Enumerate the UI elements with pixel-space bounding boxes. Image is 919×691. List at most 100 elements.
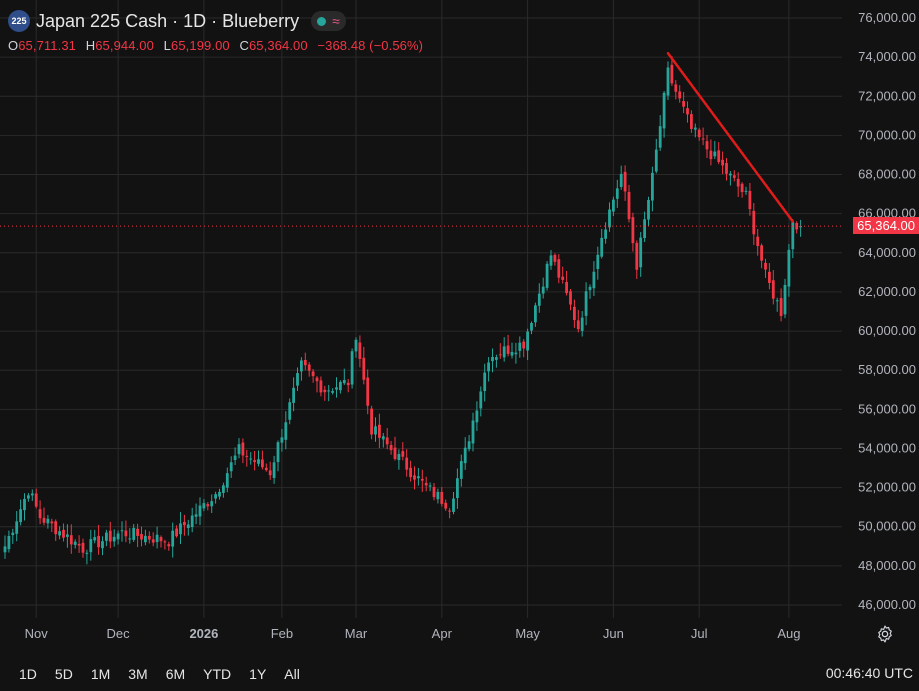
symbol-badge[interactable]: 225: [8, 10, 30, 32]
candle-body: [112, 536, 116, 542]
candle-body: [467, 441, 471, 450]
candle-body: [144, 535, 147, 543]
candle-body: [339, 382, 342, 391]
candle-body: [284, 422, 288, 440]
candle-body: [62, 529, 65, 538]
x-tick-label: Dec: [107, 626, 131, 641]
candle-body: [77, 543, 81, 546]
candle-body: [167, 544, 171, 547]
candle-body: [27, 495, 30, 499]
candle-body: [740, 183, 744, 193]
utc-clock[interactable]: 00:46:40 UTC: [825, 665, 913, 681]
candle-body: [268, 470, 272, 476]
candle-body: [73, 541, 77, 545]
candle-body: [69, 535, 73, 545]
candle-body: [132, 527, 136, 540]
candle-body: [300, 360, 303, 372]
candle-body: [190, 515, 194, 528]
range-1m-button[interactable]: 1M: [90, 665, 111, 682]
candle-body: [768, 271, 771, 283]
candle-body: [475, 410, 479, 423]
low-value: 65,199.00: [171, 38, 230, 53]
candle-body: [264, 467, 268, 471]
range-selector: 1D 5D 1M 3M 6M YTD 1Y All: [10, 662, 309, 686]
y-tick-label: 68,000.00: [858, 167, 916, 182]
candle-body: [514, 352, 518, 355]
candle-body: [389, 444, 393, 451]
candle-body: [210, 501, 214, 507]
candle-body: [576, 320, 580, 330]
range-1y-button[interactable]: 1Y: [249, 665, 267, 682]
x-tick-label: Mar: [345, 626, 368, 641]
candle-body: [448, 510, 451, 512]
candle-body: [198, 505, 202, 517]
range-ytd-button[interactable]: YTD: [203, 665, 232, 682]
candle-body: [128, 538, 132, 540]
range-6m-button[interactable]: 6M: [165, 665, 186, 682]
candle-body: [744, 190, 748, 192]
candle-body: [327, 390, 331, 392]
candle-body: [179, 523, 182, 535]
candle-body: [405, 457, 409, 470]
candle-body: [491, 356, 494, 362]
candle-body: [600, 237, 604, 257]
candle-body: [354, 339, 358, 352]
candle-body: [799, 226, 802, 228]
range-3m-button[interactable]: 3M: [128, 665, 148, 682]
candle-body: [452, 498, 455, 512]
open-value: 65,711.31: [18, 38, 76, 53]
candle-body: [444, 502, 448, 509]
candle-body: [651, 172, 654, 201]
range-1d-button[interactable]: 1D: [19, 665, 37, 682]
market-status-pill[interactable]: ≈: [311, 11, 346, 31]
chart-title[interactable]: Japan 225 Cash · 1D · Blueberry: [36, 10, 300, 31]
candle-body: [717, 150, 721, 163]
candle-body: [108, 530, 112, 542]
candle-body: [222, 485, 225, 493]
candle-body: [151, 539, 155, 543]
candle-body: [30, 493, 34, 496]
current-price-tag: 65,364.00: [853, 217, 919, 235]
candle-body: [709, 150, 713, 160]
close-label: C: [239, 38, 249, 53]
trendline-layer: [666, 51, 795, 223]
range-all-button[interactable]: All: [284, 665, 300, 682]
candle-body: [261, 459, 264, 468]
candle-body: [58, 531, 61, 536]
open-label: O: [8, 38, 19, 53]
candle-body: [307, 364, 311, 371]
candle-body: [23, 498, 26, 511]
candle-body: [787, 249, 791, 287]
candlesticks: [3, 55, 802, 565]
candle-body: [393, 447, 397, 459]
candle-body: [643, 219, 646, 239]
candle-body: [229, 462, 233, 472]
candle-body: [335, 387, 338, 390]
candle-body: [147, 535, 151, 540]
candle-body: [374, 426, 377, 435]
y-axis: 46,000.00 48,000.00 50,000.00 52,000.00 54,0…: [858, 10, 916, 612]
candle-body: [370, 408, 373, 435]
candle-body: [471, 420, 475, 444]
candle-body: [487, 362, 490, 372]
candle-body: [791, 222, 795, 250]
candle-body: [253, 460, 256, 463]
gear-icon[interactable]: [875, 624, 895, 644]
y-tick-label: 62,000.00: [858, 284, 916, 299]
candle-body: [682, 101, 685, 107]
candle-body: [678, 91, 682, 99]
candle-body: [292, 387, 295, 403]
y-tick-label: 48,000.00: [858, 558, 916, 573]
candle-body: [46, 518, 50, 524]
x-tick-label: Feb: [271, 626, 293, 641]
candle-body: [752, 210, 756, 235]
candle-body: [690, 114, 693, 129]
candle-body: [15, 521, 19, 534]
candle-body: [748, 190, 752, 210]
candle-body: [530, 323, 533, 331]
range-5d-button[interactable]: 5D: [54, 665, 73, 682]
candle-body: [553, 254, 557, 262]
candle-body: [397, 453, 401, 461]
candle-body: [502, 346, 506, 358]
